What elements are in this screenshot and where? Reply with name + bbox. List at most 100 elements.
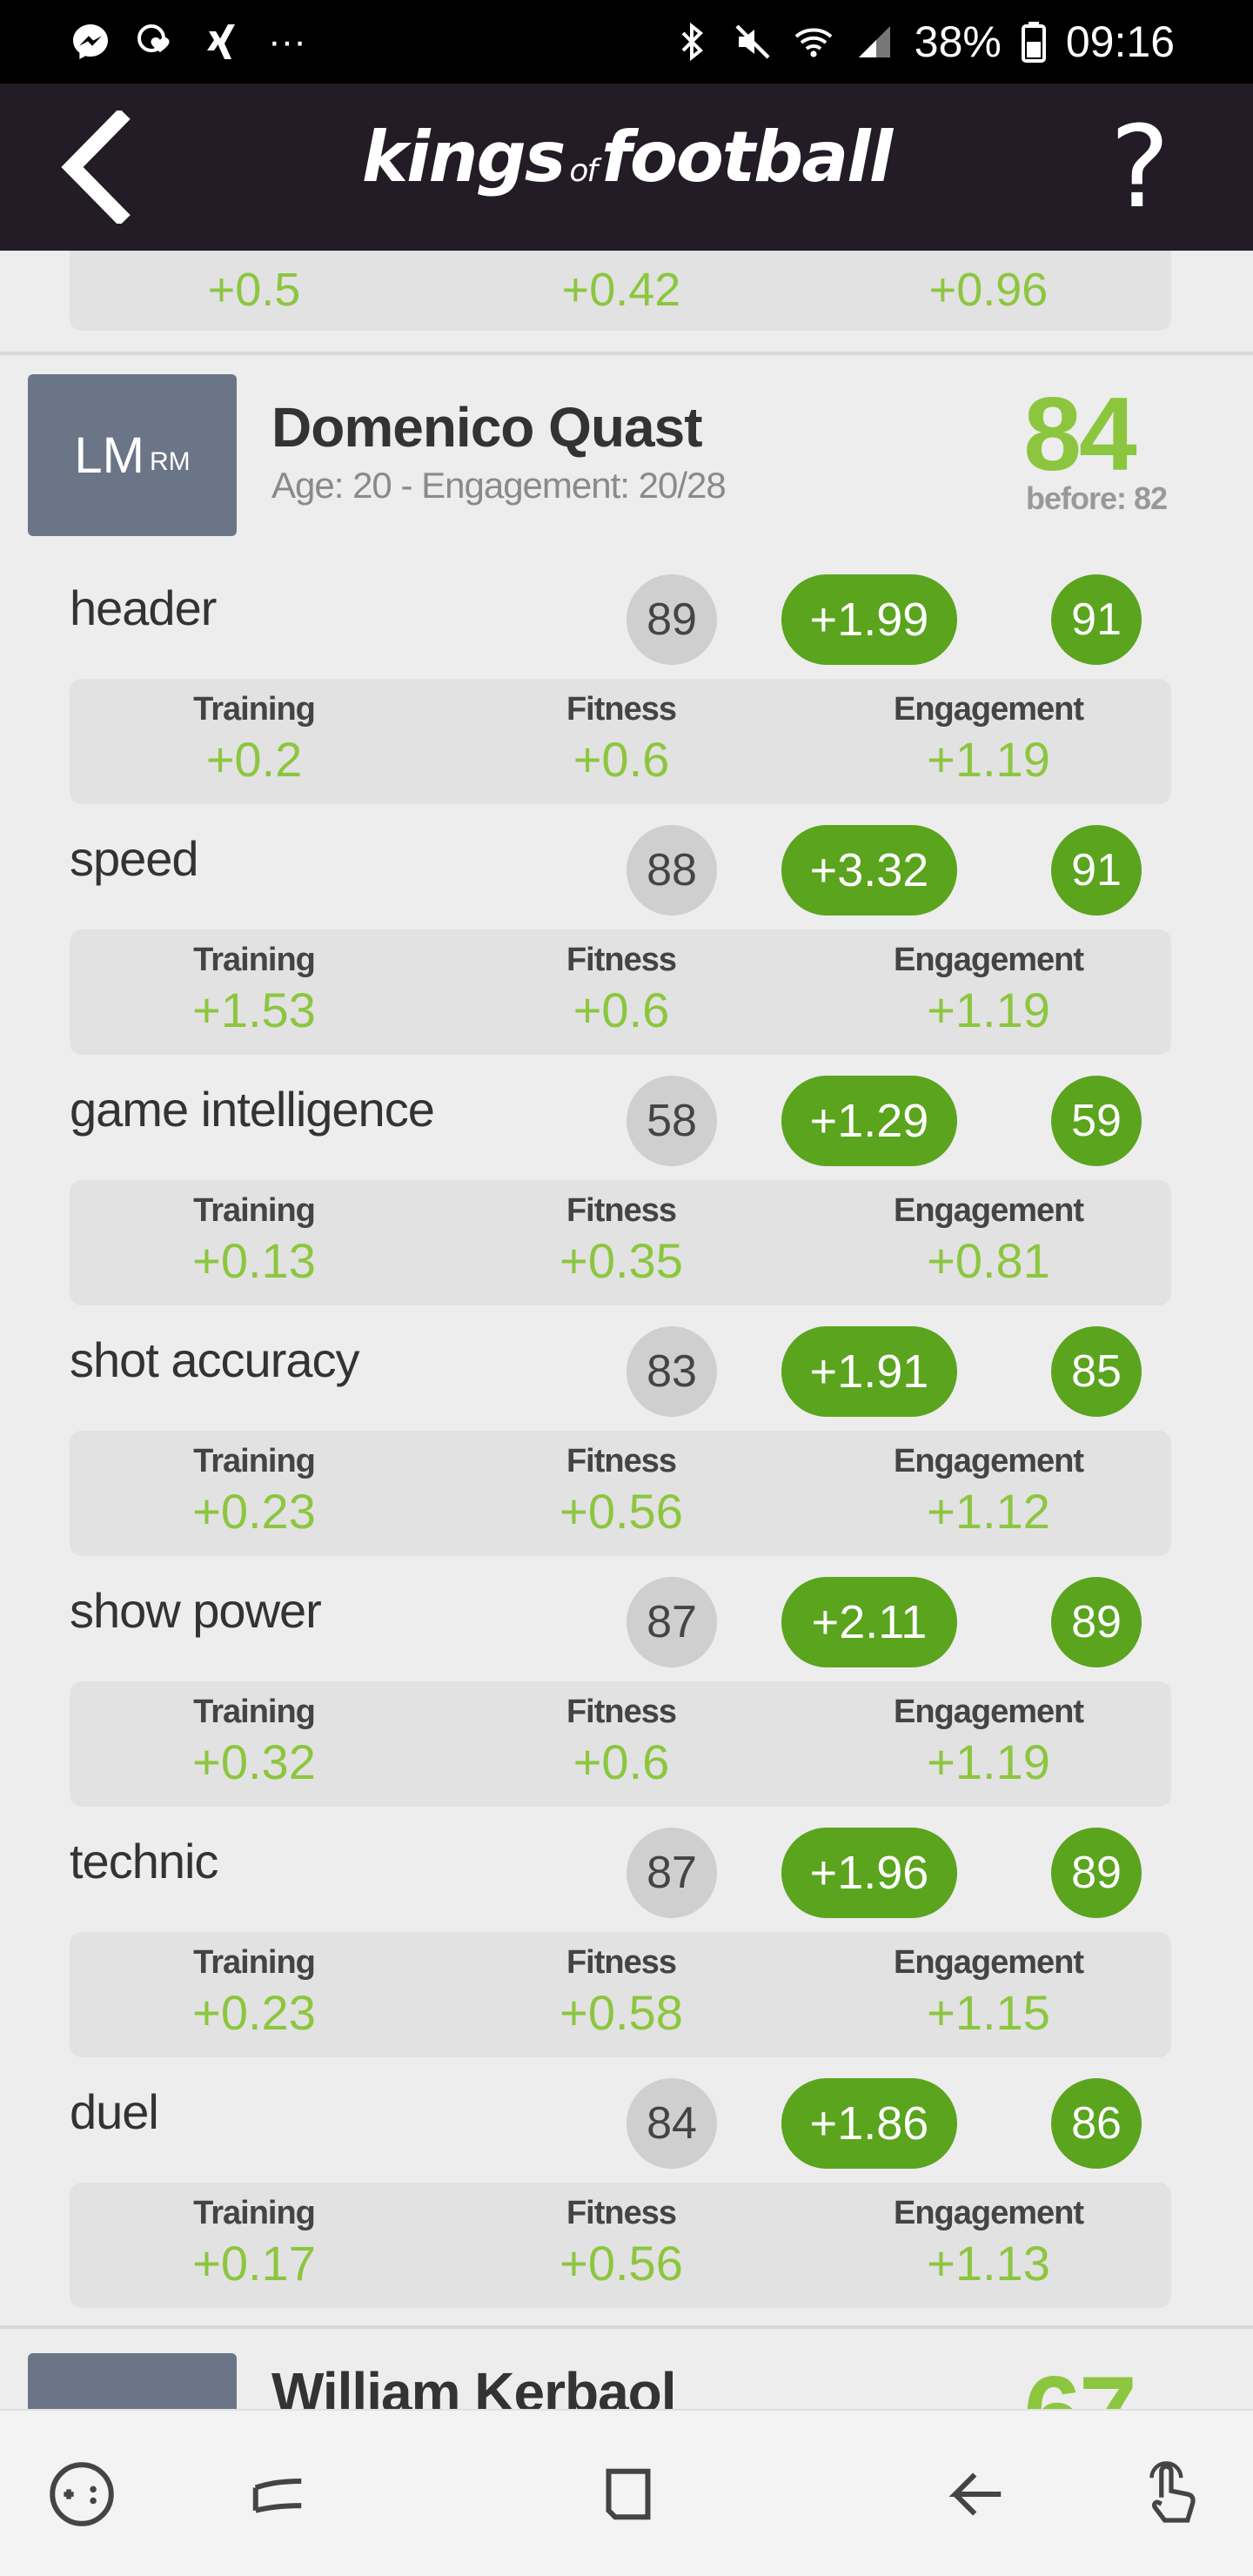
skill-name: show power [70, 1583, 322, 1638]
breakdown-value-fitness: +0.58 [559, 1985, 683, 2040]
battery-percent: 38% [914, 17, 1002, 66]
breakdown-value-training: +0.23 [192, 1985, 316, 2040]
logo-of: of [569, 153, 598, 189]
clock: 09:16 [1065, 17, 1175, 66]
skill-name: game intelligence [70, 1082, 435, 1137]
breakdown-label-training: Training [193, 942, 316, 978]
breakdown-label-engagement: Engagement [893, 1443, 1084, 1479]
player-rating: 84 [1023, 376, 1136, 493]
skill-base-value: 88 [626, 825, 717, 916]
breakdown-value-fitness: +0.6 [573, 732, 670, 787]
skill-row: technic 87 +1.96 89 Training +0.23 Fitness +0.5… [0, 1828, 1253, 2078]
breakdown-value-training: +1.53 [192, 983, 316, 1037]
breakdown-value-fitness: +0.56 [559, 2236, 683, 2291]
skill-gain-value: +2.11 [781, 1577, 957, 1667]
skill-new-value: 89 [1051, 1577, 1142, 1667]
position-primary: LM [74, 426, 144, 484]
hearts-icon [136, 21, 178, 63]
touch-gesture-button[interactable] [1128, 2451, 1215, 2538]
skill-gain-value: +1.99 [781, 574, 957, 665]
breakdown-label-training: Training [193, 1944, 316, 1981]
skill-new-value: 89 [1051, 1828, 1142, 1918]
skill-row: game intelligence 58 +1.29 59 Training +0.13 F… [0, 1076, 1253, 1326]
player-list[interactable]: +0.5 +0.42 +0.96 LM RM Domenico Quast Age… [0, 251, 1253, 2409]
skill-breakdown: Training +0.13 Fitness +0.35 Engagement +0.81 [70, 1180, 1171, 1305]
divider [0, 352, 1253, 355]
recent-apps-button[interactable] [235, 2451, 322, 2538]
breakdown-value-fitness: +0.6 [573, 983, 670, 1037]
skill-new-value: 85 [1051, 1326, 1142, 1417]
skill-breakdown: Training +0.32 Fitness +0.6 Engagement +1.19 [70, 1681, 1171, 1807]
status-bar: ··· 38% 09:16 [0, 0, 1253, 84]
game-launcher-button[interactable] [38, 2451, 125, 2538]
skill-row: show power 87 +2.11 89 Training +0.32 Fitness +… [0, 1577, 1253, 1828]
skill-breakdown: Training +0.23 Fitness +0.56 Engagement +1.12 [70, 1431, 1171, 1556]
breakdown-value-engagement: +1.13 [927, 2236, 1050, 2291]
skill-gain-value: +1.91 [781, 1326, 957, 1417]
breakdown-value-training: +0.13 [192, 1233, 316, 1288]
wifi-icon [793, 21, 834, 63]
breakdown-label-engagement: Engagement [893, 691, 1084, 728]
breakdown-label-engagement: Engagement [893, 2195, 1084, 2231]
skill-name: speed [70, 831, 199, 886]
skill-base-value: 89 [626, 574, 717, 665]
breakdown-value-training: +0.32 [192, 1734, 316, 1789]
help-button[interactable]: ? [1109, 101, 1170, 233]
skill-name: duel [70, 2084, 159, 2139]
skill-base-value: 84 [626, 2078, 717, 2169]
previous-training-value: +0.5 [207, 264, 301, 316]
chevron-left-icon [61, 111, 131, 224]
back-button[interactable] [35, 108, 157, 226]
breakdown-value-engagement: +0.81 [927, 1233, 1050, 1288]
home-icon [606, 2468, 651, 2520]
skill-new-value: 86 [1051, 2078, 1142, 2169]
breakdown-label-fitness: Fitness [566, 1192, 677, 1229]
position-badge: LM RM [28, 374, 237, 536]
player-name[interactable]: Domenico Quast [271, 396, 703, 459]
next-player-rating: 67 [983, 2353, 1175, 2409]
game-launcher-icon [50, 2462, 114, 2526]
breakdown-value-engagement: +1.12 [927, 1484, 1050, 1539]
breakdown-label-fitness: Fitness [566, 1694, 677, 1730]
logo-football: football [601, 117, 893, 198]
skill-gain-value: +1.86 [781, 2078, 957, 2169]
messenger-icon [70, 21, 111, 63]
mute-icon [732, 21, 774, 63]
position-secondary: RM [149, 447, 191, 476]
xing-icon [202, 21, 244, 63]
previous-engagement-value: +0.96 [928, 264, 1049, 316]
skill-name: technic [70, 1834, 218, 1888]
previous-breakdown: +0.5 +0.42 +0.96 [70, 251, 1171, 331]
breakdown-label-fitness: Fitness [566, 691, 677, 728]
home-button[interactable] [585, 2451, 672, 2538]
breakdown-value-fitness: +0.6 [573, 1734, 670, 1789]
skill-new-value: 91 [1051, 574, 1142, 665]
breakdown-value-engagement: +1.19 [927, 983, 1050, 1037]
breakdown-label-engagement: Engagement [893, 942, 1084, 978]
skill-breakdown: Training +0.2 Fitness +0.6 Engagement +1.19 [70, 679, 1171, 804]
more-dots-icon: ··· [268, 20, 306, 63]
recent-apps-icon [252, 2479, 302, 2513]
app-logo: kings offootball [0, 117, 1253, 198]
app-header: kings offootball ? [0, 84, 1253, 251]
breakdown-label-engagement: Engagement [893, 1192, 1084, 1229]
skill-gain-value: +1.96 [781, 1828, 957, 1918]
rating-before: before: 82 [1025, 480, 1168, 516]
breakdown-value-training: +0.23 [192, 1484, 316, 1539]
next-position-badge [28, 2353, 237, 2409]
skill-base-value: 58 [626, 1076, 717, 1166]
breakdown-value-fitness: +0.56 [559, 1484, 683, 1539]
back-nav-button[interactable] [935, 2451, 1022, 2538]
logo-kings: kings [361, 117, 566, 198]
skill-name: header [70, 580, 217, 635]
breakdown-label-fitness: Fitness [566, 942, 677, 978]
skill-new-value: 59 [1051, 1076, 1142, 1166]
next-player-name[interactable]: William Kerbaol [271, 2361, 677, 2409]
breakdown-label-engagement: Engagement [893, 1944, 1084, 1981]
breakdown-value-training: +0.17 [192, 2236, 316, 2291]
skill-name: shot accuracy [70, 1332, 359, 1387]
divider [0, 2325, 1253, 2329]
skill-base-value: 83 [626, 1326, 717, 1417]
breakdown-value-training: +0.2 [205, 732, 303, 787]
skill-row: shot accuracy 83 +1.91 85 Training +0.23 Fitne… [0, 1326, 1253, 1577]
